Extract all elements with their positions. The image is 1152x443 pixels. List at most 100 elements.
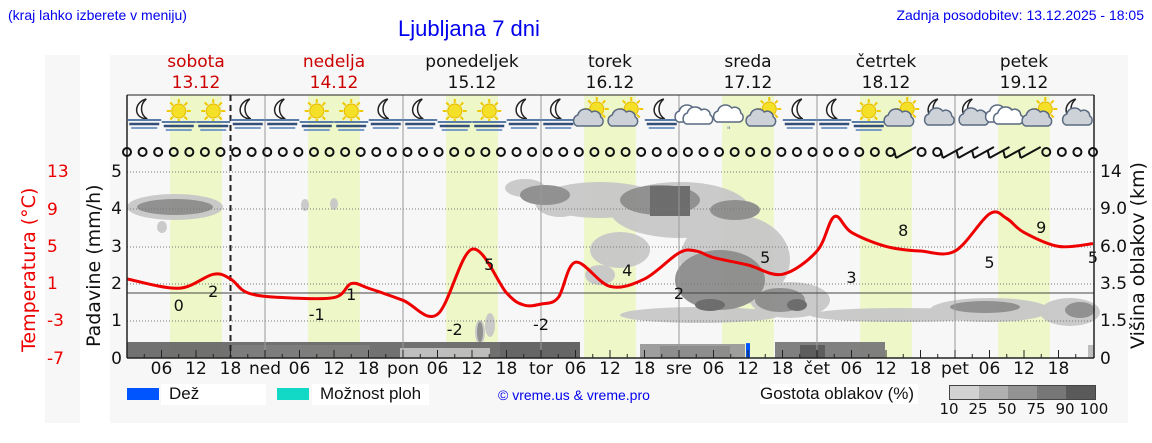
copyright-link[interactable]: © vreme.us & vreme.pro bbox=[498, 387, 650, 403]
sun-cloud-icon bbox=[572, 97, 609, 127]
x-tick-label: 06 bbox=[564, 359, 587, 379]
x-tick-label: 06 bbox=[840, 359, 863, 379]
wind-symbols bbox=[122, 146, 1098, 159]
x-tick-label: 18 bbox=[771, 359, 794, 379]
wind-calm-icon bbox=[838, 147, 849, 157]
temperature-axis-label: Temperatura (°C) bbox=[18, 187, 40, 352]
wind-calm-icon bbox=[791, 147, 802, 157]
showers-legend-swatch bbox=[277, 388, 309, 400]
daylight-band bbox=[170, 95, 222, 358]
tick-label: -3 bbox=[47, 311, 64, 331]
wind-calm-icon bbox=[495, 147, 506, 157]
x-tick-label: 18 bbox=[219, 359, 242, 379]
day-date: 18.12 bbox=[861, 73, 911, 93]
moon-cloud-icon bbox=[958, 98, 990, 126]
wind-calm-icon bbox=[542, 147, 553, 157]
day-header: četrtek 18.12 bbox=[817, 52, 955, 94]
temperature-label: 4 bbox=[622, 261, 632, 280]
day-name: četrtek bbox=[855, 52, 917, 72]
wind-calm-icon bbox=[651, 147, 662, 157]
day-header: petek 19.12 bbox=[955, 52, 1093, 94]
day-name: torek bbox=[588, 52, 632, 72]
wind-barb-icon bbox=[970, 146, 995, 159]
day-header: torek 16.12 bbox=[541, 52, 679, 94]
tick-label: 4 bbox=[111, 199, 122, 219]
last-update: Zadnja posodobitev: 13.12.2025 - 18:05 bbox=[896, 7, 1144, 23]
density-swatch bbox=[979, 386, 1008, 399]
sun-fog-icon bbox=[334, 99, 369, 131]
wind-calm-icon bbox=[1088, 147, 1098, 157]
cloud-density-legend-label: Gostota oblakov (%) bbox=[760, 384, 919, 404]
location-menu-hint[interactable]: (kraj lahko izberete v meniju) bbox=[8, 7, 187, 23]
wind-calm-icon bbox=[386, 147, 397, 157]
x-tick-label: 06 bbox=[426, 359, 449, 379]
x-tick-label: 12 bbox=[875, 359, 897, 379]
x-tick-label: 12 bbox=[323, 359, 345, 379]
density-tick: 75 bbox=[1026, 400, 1046, 418]
wind-calm-icon bbox=[1041, 147, 1052, 157]
wind-calm-icon bbox=[620, 147, 631, 157]
x-tick-label: 06 bbox=[288, 359, 311, 379]
x-tick-label: 06 bbox=[150, 359, 173, 379]
density-swatch bbox=[1008, 386, 1037, 399]
temperature-label: 5 bbox=[1088, 248, 1098, 267]
x-tick-label: čet bbox=[803, 359, 831, 379]
wind-calm-icon bbox=[589, 147, 600, 157]
x-tick-label: pet bbox=[941, 359, 969, 379]
temp-axis-panel bbox=[45, 55, 80, 423]
wind-calm-icon bbox=[231, 147, 242, 157]
day-header: sreda 17.12 bbox=[679, 52, 817, 94]
tick-label: 1.5 bbox=[1100, 311, 1128, 331]
sun-fog-icon bbox=[472, 99, 507, 131]
temperature-label: 2 bbox=[674, 284, 684, 303]
day-name: sreda bbox=[724, 52, 772, 72]
wind-barb-icon bbox=[939, 146, 964, 159]
wind-calm-icon bbox=[636, 147, 647, 157]
temperature-label: -2 bbox=[447, 320, 463, 339]
tick-label: 1 bbox=[47, 274, 58, 294]
svg-text:": " bbox=[727, 126, 731, 136]
wind-calm-icon bbox=[854, 147, 865, 157]
sun-fog-icon bbox=[299, 99, 334, 131]
temperature-label: -2 bbox=[533, 315, 549, 334]
temperature-label: 9 bbox=[1036, 218, 1046, 237]
x-tick-label: 18 bbox=[909, 359, 932, 379]
day-name: petek bbox=[999, 52, 1049, 72]
tick-label: 5 bbox=[111, 162, 122, 182]
rain-legend-label: Dež bbox=[161, 384, 266, 405]
day-name: nedelja bbox=[302, 52, 366, 72]
x-tick-label: tor bbox=[528, 359, 554, 379]
daylight-band bbox=[308, 95, 360, 358]
x-tick-label: 12 bbox=[599, 359, 621, 379]
page-title: Ljubljana 7 dni bbox=[398, 16, 540, 41]
density-tick: 90 bbox=[1055, 400, 1075, 418]
precip-axis-label: Padavine (mm/h) bbox=[83, 184, 105, 347]
x-tick-label: pon bbox=[387, 359, 419, 379]
sun-fog-icon bbox=[161, 99, 196, 131]
tick-label: -7 bbox=[47, 349, 64, 369]
x-tick-label: 12 bbox=[185, 359, 207, 379]
sun-fog-icon bbox=[196, 99, 231, 131]
day-date: 15.12 bbox=[447, 73, 497, 93]
wind-calm-icon bbox=[729, 147, 740, 157]
wind-calm-icon bbox=[605, 147, 615, 157]
day-header: sobota 13.12 bbox=[127, 52, 265, 94]
wind-calm-icon bbox=[308, 147, 319, 157]
tick-label: 3 bbox=[111, 237, 122, 257]
day-name: sobota bbox=[167, 52, 225, 72]
x-tick-label: 18 bbox=[495, 359, 518, 379]
moon-fog-icon bbox=[817, 98, 852, 129]
showers-legend-label: Možnost ploh bbox=[312, 384, 430, 405]
cloud-height-axis-label: Višina oblakov (km) bbox=[1127, 162, 1149, 349]
wind-calm-icon bbox=[137, 147, 148, 157]
temperature-label: 1 bbox=[346, 285, 356, 304]
day-date: 16.12 bbox=[585, 73, 635, 93]
wind-calm-icon bbox=[807, 147, 818, 157]
density-swatch bbox=[1037, 386, 1066, 399]
wind-calm-icon bbox=[916, 147, 927, 157]
wind-calm-icon bbox=[480, 147, 491, 157]
wind-calm-icon bbox=[215, 147, 226, 157]
day-header: nedelja 14.12 bbox=[265, 52, 403, 94]
cloud-icon bbox=[674, 104, 714, 125]
